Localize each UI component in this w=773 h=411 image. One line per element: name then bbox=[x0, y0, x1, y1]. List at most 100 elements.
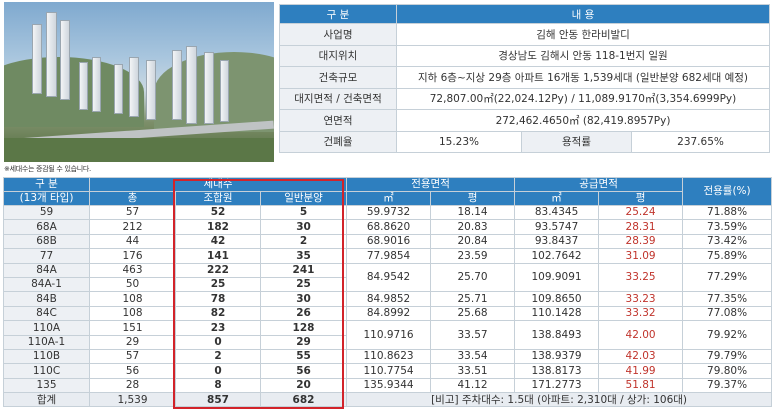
general-cell: 25 bbox=[259, 276, 348, 293]
info-label: 대지위치 bbox=[279, 44, 397, 67]
coverage-value: 15.23% bbox=[396, 130, 522, 153]
type-cell: 77 bbox=[3, 248, 90, 264]
ratio-cell: 79.92% bbox=[682, 320, 773, 350]
union-cell: 82 bbox=[175, 305, 261, 322]
type-cell: 110B bbox=[3, 348, 90, 365]
total-general: 682 bbox=[259, 392, 348, 408]
exclusive-py-cell: 25.70 bbox=[430, 262, 516, 293]
exclusive-py-cell: 25.71 bbox=[430, 291, 516, 307]
exclusive-sqm-cell: 59.9732 bbox=[346, 204, 432, 221]
ratio-cell: 77.08% bbox=[682, 305, 773, 322]
total-union: 857 bbox=[175, 392, 261, 408]
info-header-row: 구 분 내 용 bbox=[279, 4, 770, 24]
total-cell: 463 bbox=[89, 262, 176, 278]
supply-py-cell: 42.03 bbox=[598, 348, 684, 365]
info-header-category: 구 분 bbox=[279, 4, 397, 24]
union-cell: 78 bbox=[175, 291, 261, 307]
table-row: 77 176 141 35 77.9854 23.59 102.7642 31.… bbox=[3, 248, 773, 264]
type-cell: 68B bbox=[3, 233, 90, 250]
supply-py-cell: 42.00 bbox=[598, 320, 684, 350]
ratio-cell: 79.80% bbox=[682, 363, 773, 379]
total-cell: 108 bbox=[89, 305, 176, 322]
info-row: 사업명 김해 안동 한라비발디 bbox=[279, 23, 770, 46]
exclusive-py-cell: 25.68 bbox=[430, 305, 516, 322]
supply-sqm-cell: 102.7642 bbox=[514, 248, 600, 264]
general-cell: 56 bbox=[259, 363, 348, 379]
supply-area-header: 공급면적 bbox=[514, 177, 684, 192]
total-cell: 29 bbox=[89, 334, 176, 350]
ratio-cell: 73.42% bbox=[682, 233, 773, 250]
union-cell: 2 bbox=[175, 348, 261, 365]
table-subheader-row: (13개 타입) 총 조합원 일반분양 ㎡ 평 ㎡ 평 bbox=[3, 191, 772, 206]
supply-sqm-cell: 93.5747 bbox=[514, 219, 600, 235]
type-cell: 110A-1 bbox=[3, 334, 90, 350]
supply-sqm-cell: 109.8650 bbox=[514, 291, 600, 307]
supply-sqm-cell: 109.9091 bbox=[514, 262, 600, 293]
general-cell: 5 bbox=[259, 204, 348, 221]
table-row: 110B 57 2 55 110.8623 33.54 138.9379 42.… bbox=[3, 348, 773, 365]
total-cell: 57 bbox=[89, 348, 176, 365]
exclusive-py-cell: 41.12 bbox=[430, 377, 516, 394]
union-cell: 52 bbox=[175, 204, 261, 221]
far-label: 용적률 bbox=[521, 130, 632, 153]
info-label: 연면적 bbox=[279, 109, 397, 132]
supply-sqm-cell: 171.2773 bbox=[514, 377, 600, 394]
type-cell: 135 bbox=[3, 377, 90, 394]
total-label: 합계 bbox=[3, 392, 90, 408]
ratio-cell: 79.79% bbox=[682, 348, 773, 365]
households-header: 세대수 bbox=[88, 177, 348, 192]
total-cell: 28 bbox=[89, 377, 176, 394]
coverage-label: 건폐율 bbox=[279, 130, 397, 153]
parking-remark: [비고] 주차대수: 1.5대 (아파트: 2,310대 / 상가: 106대) bbox=[346, 392, 773, 408]
table-header-row: 구 분 세대수 전용면적 공급면적 전용률(%) bbox=[3, 177, 773, 206]
total-cell: 212 bbox=[89, 219, 176, 235]
supply-sqm-cell: 93.8437 bbox=[514, 233, 600, 250]
table-row: 84A 463 222 241 84.9542 25.70 109.9091 3… bbox=[3, 262, 773, 293]
total-cell: 56 bbox=[89, 363, 176, 379]
ratio-cell: 73.59% bbox=[682, 219, 773, 235]
type-count-header: (13개 타입) bbox=[3, 191, 90, 206]
type-cell: 68A bbox=[3, 219, 90, 235]
union-cell: 42 bbox=[175, 233, 261, 250]
supply-py-header: 평 bbox=[598, 191, 684, 206]
total-cell: 108 bbox=[89, 291, 176, 307]
info-row: 대지면적 / 건축면적 72,807.00㎡(22,024.12Py) / 11… bbox=[279, 87, 770, 110]
supply-sqm-cell: 138.8493 bbox=[514, 320, 600, 350]
supply-py-cell: 33.23 bbox=[598, 291, 684, 307]
total-cell: 50 bbox=[89, 276, 176, 293]
ratio-cell: 79.37% bbox=[682, 377, 773, 394]
exclusive-sqm-cell: 84.9852 bbox=[346, 291, 432, 307]
general-cell: 30 bbox=[259, 219, 348, 235]
complex-rendering-image bbox=[4, 2, 274, 162]
supply-sqm-cell: 138.8173 bbox=[514, 363, 600, 379]
info-header-content: 내 용 bbox=[396, 4, 770, 24]
unit-type-table: 구 분 세대수 전용면적 공급면적 전용률(%) (13개 타입) 총 조합원 … bbox=[3, 177, 773, 408]
total-cell: 176 bbox=[89, 248, 176, 264]
type-cell: 110A bbox=[3, 320, 90, 336]
union-cell: 141 bbox=[175, 248, 261, 264]
total-cell: 151 bbox=[89, 320, 176, 336]
supply-py-cell: 41.99 bbox=[598, 363, 684, 379]
info-value: 김해 안동 한라비발디 bbox=[396, 23, 770, 46]
info-value: 지하 6층~지상 29층 아파트 16개동 1,539세대 (일반분양 682세… bbox=[396, 66, 770, 89]
table-row: 84B 108 78 30 84.9852 25.71 109.8650 33.… bbox=[3, 291, 773, 307]
supply-sqm-cell: 110.1428 bbox=[514, 305, 600, 322]
exclusive-sqm-cell: 68.9016 bbox=[346, 233, 432, 250]
table-row: 68B 44 42 2 68.9016 20.84 93.8437 28.39 … bbox=[3, 233, 773, 250]
total-row: 합계 1,539 857 682 [비고] 주차대수: 1.5대 (아파트: 2… bbox=[3, 392, 773, 408]
supply-py-cell: 25.24 bbox=[598, 204, 684, 221]
far-value: 237.65% bbox=[631, 130, 770, 153]
type-cell: 84A-1 bbox=[3, 276, 90, 293]
type-cell: 110C bbox=[3, 363, 90, 379]
info-value: 72,807.00㎡(22,024.12Py) / 11,089.9170㎡(3… bbox=[396, 87, 770, 110]
info-row: 대지위치 경상남도 김해시 안동 118-1번지 일원 bbox=[279, 44, 770, 67]
exclusive-py-cell: 23.59 bbox=[430, 248, 516, 264]
table-row: 110C 56 0 56 110.7754 33.51 138.8173 41.… bbox=[3, 363, 773, 379]
exclusive-sqm-cell: 77.9854 bbox=[346, 248, 432, 264]
info-value: 경상남도 김해시 안동 118-1번지 일원 bbox=[396, 44, 770, 67]
exclusive-py-cell: 20.83 bbox=[430, 219, 516, 235]
supply-sqm-header: ㎡ bbox=[514, 191, 600, 206]
general-header: 일반분양 bbox=[259, 191, 348, 206]
general-cell: 55 bbox=[259, 348, 348, 365]
general-cell: 2 bbox=[259, 233, 348, 250]
